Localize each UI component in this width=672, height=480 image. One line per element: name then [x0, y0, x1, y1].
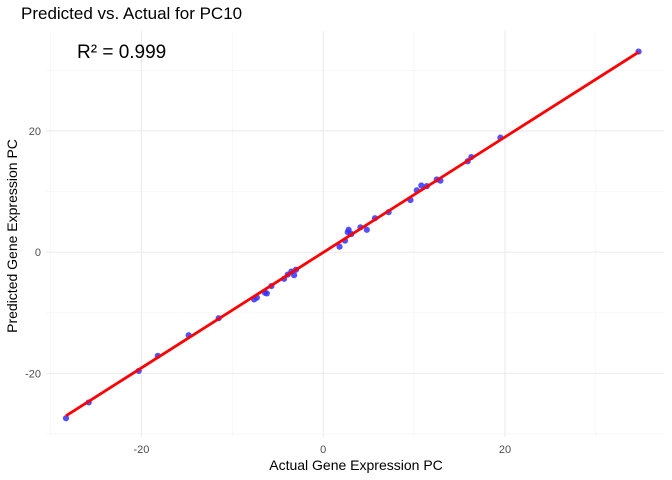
data-point [263, 290, 270, 297]
x-axis-title: Actual Gene Expression PC [269, 457, 443, 473]
y-axis-title: Predicted Gene Expression PC [4, 139, 20, 333]
data-point [418, 182, 425, 189]
x-tick-labels: -20 0 20 [133, 444, 511, 456]
y-tick-label: 0 [35, 247, 41, 259]
y-tick-label: -20 [25, 368, 41, 380]
data-point [291, 272, 298, 279]
x-tick-label: -20 [133, 444, 149, 456]
major-gridlines-y [46, 130, 664, 374]
data-point [363, 226, 370, 233]
minor-gridlines-x [50, 31, 597, 437]
data-point [62, 415, 70, 422]
chart-title: Predicted vs. Actual for PC10 [21, 4, 242, 23]
major-gridlines-x [140, 31, 506, 437]
y-tick-label: 20 [29, 126, 41, 138]
y-tick-labels: -20 0 20 [25, 126, 41, 380]
minor-gridlines-y [46, 70, 664, 435]
data-point [336, 243, 343, 250]
x-tick-label: 0 [320, 444, 326, 456]
r-squared-annotation: R² = 0.999 [77, 42, 166, 63]
fit-line [65, 51, 640, 417]
x-tick-label: 20 [499, 444, 511, 456]
